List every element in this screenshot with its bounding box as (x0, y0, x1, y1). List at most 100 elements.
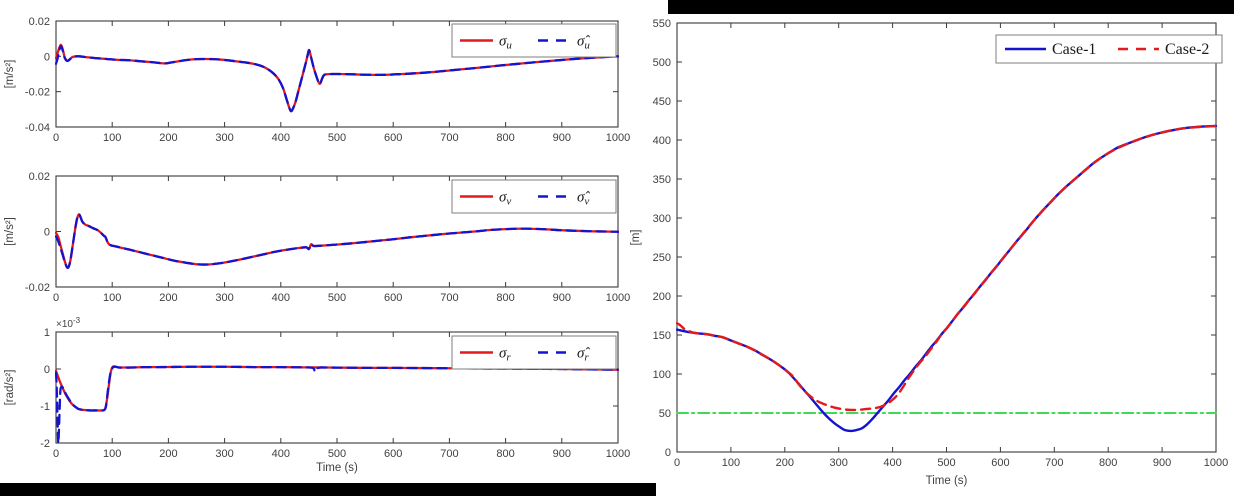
y-tick-label: 0 (44, 227, 50, 239)
x-tick-label: 0 (53, 448, 59, 460)
legend-label: Case-1 (1052, 41, 1096, 58)
y-tick-label: -0.02 (25, 282, 50, 294)
x-tick-label: 700 (440, 132, 458, 144)
y-tick-label: 100 (653, 369, 671, 381)
x-tick-label: 400 (272, 448, 290, 460)
tick-labels-sigma-v: 0 100 200 300 400 500 600 700 800 900 10000.020-0.… (25, 171, 630, 304)
x-tick-label: 100 (722, 457, 740, 469)
axes-box-relative-distance (676, 22, 1217, 453)
x-tick-label: 200 (159, 448, 177, 460)
x-tick-label: 900 (553, 132, 571, 144)
y-axis-label: [m/s²] (4, 60, 16, 89)
x-tick-label: 300 (215, 448, 233, 460)
x-tick-label: 900 (553, 448, 571, 460)
y-tick-label: 450 (653, 96, 671, 108)
y-tick-label: 150 (653, 330, 671, 342)
x-tick-label: 0 (53, 292, 59, 304)
x-tick-label: 100 (103, 132, 121, 144)
ticks-sigma-r (55, 331, 619, 444)
y-tick-label: 400 (653, 135, 671, 147)
x-tick-label: 200 (776, 457, 794, 469)
x-tick-label: 200 (159, 292, 177, 304)
y-tick-label: 1 (44, 327, 50, 339)
y-tick-label: 0.02 (29, 16, 50, 28)
y-tick-label: 550 (653, 18, 671, 30)
y-exponent-label: ×10-3 (56, 316, 81, 330)
series-sigma-v-estimate-line (55, 213, 619, 269)
y-tick-label: -0.04 (25, 122, 50, 134)
ticks-relative-distance (676, 22, 1217, 453)
x-tick-label: 300 (830, 457, 848, 469)
series-group-sigma-r (55, 365, 619, 444)
x-tick-label: 100 (103, 448, 121, 460)
tick-labels-sigma-u: 0 100 200 300 400 500 600 700 800 900 10000.020-0.… (25, 16, 630, 144)
x-tick-label: 900 (1153, 457, 1171, 469)
ticks-sigma-v (55, 175, 619, 288)
series-case-1-line (676, 124, 1217, 433)
x-tick-label: 500 (328, 132, 346, 144)
y-tick-label: -1 (40, 401, 50, 413)
y-tick-label: 50 (659, 408, 671, 420)
ticks-sigma-u (55, 20, 619, 128)
legend-sigma-v: σv σ̂v (451, 179, 617, 214)
tick-labels-relative-distance: 0 100 200 300 400 500 600 700 800 900 1000 0 50 100 15… (653, 18, 1229, 469)
x-tick-label: 400 (272, 132, 290, 144)
x-tick-label: 500 (328, 448, 346, 460)
chart-relative-distance: 0 100 200 300 400 500 600 700 800 900 1000 0 50 100 15… (630, 18, 1228, 487)
x-tick-label: 800 (496, 132, 514, 144)
x-tick-label: 800 (496, 292, 514, 304)
y-axis-label: [m] (630, 230, 642, 246)
x-tick-label: 0 (674, 457, 680, 469)
x-axis-label: Time (s) (316, 462, 358, 474)
x-tick-label: 300 (215, 132, 233, 144)
series-sigma-r-estimate-line (55, 365, 619, 444)
top-redaction-bar (668, 0, 1234, 14)
x-tick-label: 1000 (606, 132, 630, 144)
x-tick-label: 500 (937, 457, 955, 469)
x-tick-label: 700 (1045, 457, 1063, 469)
series-sigma-u-estimate-line (55, 44, 619, 113)
x-tick-label: 100 (103, 292, 121, 304)
x-tick-label: 400 (272, 292, 290, 304)
y-axis-label: [rad/s²] (4, 370, 16, 406)
x-tick-label: 700 (440, 448, 458, 460)
y-tick-label: 250 (653, 252, 671, 264)
y-tick-label: 0 (665, 447, 671, 459)
series-sigma-v-true-line (55, 213, 619, 269)
chart-sigma-r: 0 100 200 300 400 500 600 700 800 900 1000 1 0 -1 -2 [r… (4, 316, 630, 474)
x-tick-label: 400 (883, 457, 901, 469)
x-tick-label: 600 (384, 132, 402, 144)
x-tick-label: 900 (553, 292, 571, 304)
x-tick-label: 500 (328, 292, 346, 304)
tick-labels-sigma-r: 0 100 200 300 400 500 600 700 800 900 1000 1 0 -1 -2 (40, 327, 630, 460)
x-tick-label: 200 (159, 132, 177, 144)
x-tick-label: 1000 (606, 292, 630, 304)
y-tick-label: 300 (653, 213, 671, 225)
bottom-redaction-bar (0, 483, 656, 496)
y-axis-label: [m/s²] (4, 217, 16, 246)
y-tick-label: 0 (44, 51, 50, 63)
x-tick-label: 0 (53, 132, 59, 144)
legend-relative-distance: Case-1 Case-2 (995, 34, 1223, 64)
series-case-2-line (676, 124, 1217, 412)
series-group-sigma-v (55, 213, 619, 269)
chart-sigma-v: 0 100 200 300 400 500 600 700 800 900 10000.020-0.… (4, 171, 630, 304)
x-tick-label: 600 (991, 457, 1009, 469)
x-tick-label: 600 (384, 292, 402, 304)
legend-label: Case-2 (1165, 41, 1209, 58)
y-tick-label: 0 (44, 364, 50, 376)
y-tick-label: 350 (653, 174, 671, 186)
y-tick-label: 500 (653, 57, 671, 69)
x-tick-label: 1000 (1204, 457, 1228, 469)
x-tick-label: 1000 (606, 448, 630, 460)
series-group-sigma-u (55, 43, 619, 113)
y-tick-label: 0.02 (29, 171, 50, 183)
chart-sigma-u: 0 100 200 300 400 500 600 700 800 900 10000.020-0.… (4, 16, 630, 144)
legend-sigma-r: σr σ̂r (451, 335, 617, 370)
x-tick-label: 600 (384, 448, 402, 460)
x-tick-label: 800 (1099, 457, 1117, 469)
x-axis-label: Time (s) (926, 475, 968, 487)
x-tick-label: 800 (496, 448, 514, 460)
